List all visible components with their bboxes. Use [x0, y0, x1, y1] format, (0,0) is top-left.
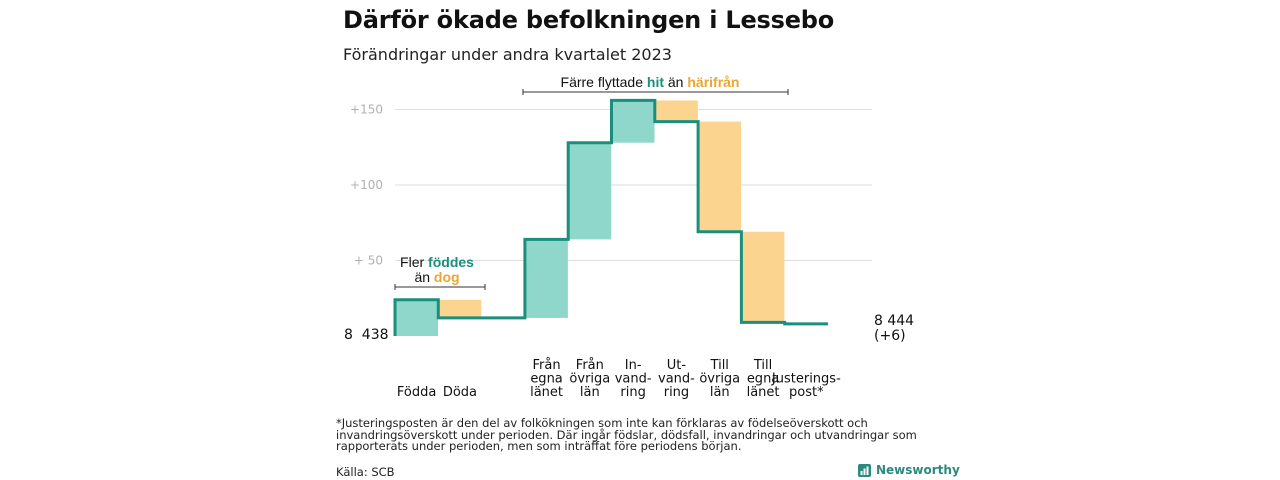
y-tick-label: +150	[350, 103, 383, 117]
bars	[395, 100, 785, 336]
category-label: länet	[530, 385, 563, 400]
annotation-left-line2-em: dog	[434, 269, 460, 285]
annotation-left-line1: Fler föddes	[400, 254, 474, 270]
waterfall-bar	[524, 239, 568, 318]
category-label: Till	[710, 358, 729, 373]
chart-title: Därför ökade befolkningen i Lessebo	[343, 6, 835, 34]
cumulative-step-line	[393, 98, 828, 336]
annotation-left-line2-prefix: än	[414, 269, 433, 285]
category-label: Födda	[397, 385, 436, 400]
annotation-left-line1-prefix: Fler	[400, 254, 428, 270]
category-label: vand-	[615, 372, 652, 387]
category-label: övriga	[699, 372, 740, 387]
annotation-top-mid: än	[664, 74, 687, 90]
gridlines: + 50 +100 +150	[350, 103, 872, 268]
category-label: län	[580, 385, 600, 400]
category-label: ring	[664, 385, 689, 400]
annotation-left-line1-em: föddes	[428, 254, 474, 270]
category-label: Döda	[443, 385, 477, 400]
newsworthy-logo-icon	[858, 463, 871, 477]
waterfall-bar	[611, 100, 655, 143]
category-label: Från	[533, 358, 561, 373]
annotation-top: Färre flyttade hit än härifrån	[561, 74, 740, 90]
category-label: Ut-	[667, 358, 687, 373]
category-label: egna	[747, 372, 779, 387]
category-label: Justerings-	[771, 372, 841, 387]
waterfall-bar	[438, 299, 482, 318]
y-tick-label: +100	[350, 178, 383, 192]
annotation-top-hit: hit	[647, 74, 664, 90]
category-label: länet	[747, 385, 780, 400]
footnote: *Justeringsposten är den del av folkökni…	[336, 416, 917, 453]
waterfall-bar	[568, 142, 612, 240]
waterfall-bar	[654, 100, 698, 122]
waterfall-bar	[395, 299, 438, 336]
category-label: vand-	[658, 372, 695, 387]
category-label: ring	[620, 385, 645, 400]
annotation-top-prefix: Färre flyttade	[561, 74, 647, 90]
y-tick-label: + 50	[354, 254, 383, 268]
end-change-label: (+6)	[874, 328, 906, 344]
category-label: egna	[530, 372, 562, 387]
category-label: In-	[625, 358, 642, 373]
category-label: Till	[753, 358, 772, 373]
category-label: Från	[576, 358, 604, 373]
category-label: övriga	[569, 372, 610, 387]
source: Källa: SCB	[336, 465, 395, 479]
category-labels: Födda DödaFrånegnalänetFrånövrigalänIn-va…	[397, 358, 841, 400]
brand: Newsworthy	[858, 463, 960, 477]
category-label: post*	[789, 385, 824, 400]
waterfall-bar	[698, 121, 742, 232]
step-line	[393, 98, 828, 336]
annotation-top-harifran: härifrån	[687, 74, 739, 90]
brand-name: Newsworthy	[876, 463, 960, 477]
waterfall-bar	[741, 231, 785, 323]
end-value-label: 8 444	[874, 313, 914, 329]
chart-subtitle: Förändringar under andra kvartalet 2023	[343, 45, 672, 64]
annotation-left-line2: än dog	[414, 269, 459, 285]
category-label: län	[710, 385, 730, 400]
start-value-label: 8 438	[344, 327, 389, 343]
